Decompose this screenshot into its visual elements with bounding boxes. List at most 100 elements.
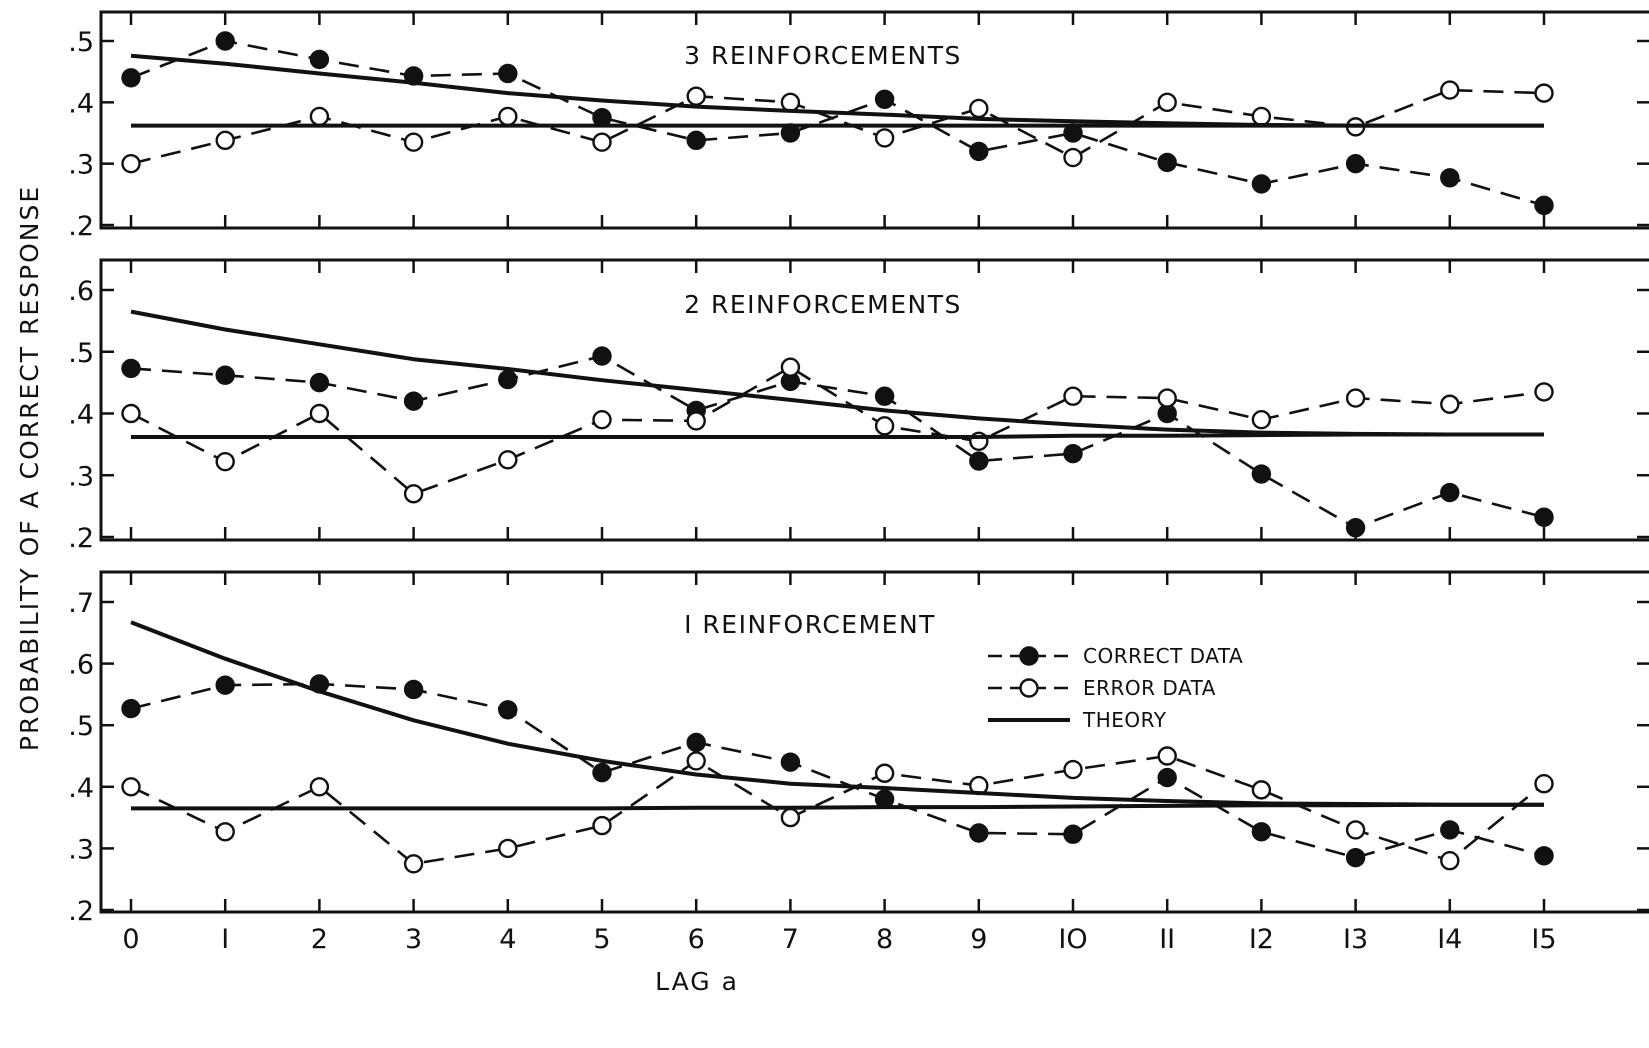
correct-data-point	[1345, 847, 1366, 868]
correct-data-point	[874, 386, 895, 406]
error-data-point	[1157, 746, 1177, 766]
correct-data-point	[1063, 443, 1083, 464]
correct-data-point	[121, 68, 141, 88]
error-data-point	[1063, 386, 1083, 406]
legend-label: THEORY	[1082, 708, 1167, 732]
correct-data-point	[592, 762, 612, 783]
x-tick-label: I4	[1437, 924, 1462, 955]
error-data-point	[403, 854, 424, 874]
error-data-point	[403, 132, 424, 152]
x-axis-title: LAG a	[655, 967, 739, 996]
error-data-point	[309, 106, 330, 127]
y-tick-label: .7	[68, 588, 94, 619]
correct-data-point	[1440, 168, 1460, 188]
error-data-point	[592, 815, 612, 836]
y-axis-title: PROBABILITY OF A CORRECT RESPONSE	[15, 185, 44, 751]
x-tick-label: 3	[405, 924, 422, 955]
error-data-point	[1251, 106, 1272, 127]
error-data-point	[121, 403, 141, 424]
error-data-line	[130, 365, 1545, 496]
y-tick-label: .4	[68, 400, 94, 431]
error-data-point	[498, 106, 518, 127]
y-tick-label: .3	[68, 150, 94, 181]
correct-data-point	[686, 732, 706, 753]
x-tick-label: 8	[876, 924, 893, 955]
error-data-point	[309, 777, 330, 797]
y-tick-label: .2	[68, 211, 94, 242]
correct-data-point	[686, 130, 706, 151]
error-data-point	[121, 777, 141, 797]
correct-data-point	[215, 365, 235, 385]
correct-data-point	[1534, 846, 1554, 866]
x-tick-label: I2	[1249, 924, 1274, 955]
correct-data-point	[874, 89, 895, 109]
correct-data-point	[1345, 518, 1366, 538]
error-data-line	[130, 754, 1545, 866]
correct-data-point	[1063, 824, 1083, 844]
x-tick-label: 2	[311, 924, 328, 955]
correct-data-point	[1440, 820, 1460, 840]
error-data-point	[1534, 774, 1554, 794]
error-data-point	[1534, 83, 1554, 103]
y-tick-label: .2	[68, 896, 94, 927]
error-data-point	[686, 411, 706, 431]
error-data-point	[780, 92, 801, 113]
error-data-point	[215, 822, 235, 842]
correct-data-point	[969, 451, 989, 471]
error-data-point	[874, 128, 895, 148]
error-data-point	[874, 763, 895, 783]
correct-data-point	[969, 823, 989, 843]
legend-label: CORRECT DATA	[1083, 644, 1243, 668]
correct-data-point	[1157, 767, 1177, 788]
correct-data-point	[1251, 464, 1272, 484]
y-tick-label: .4	[68, 773, 94, 804]
correct-data-point	[498, 63, 518, 84]
correct-data-point	[1534, 507, 1554, 527]
correct-data-point	[403, 679, 424, 700]
error-data-point	[1345, 820, 1366, 840]
x-tick-label: 6	[688, 924, 705, 955]
correct-data-point	[969, 141, 989, 162]
correct-data-line	[130, 354, 1545, 529]
correct-data-point	[1345, 153, 1366, 174]
error-data-point	[1440, 851, 1460, 871]
panel-title: 2 REINFORCEMENTS	[684, 290, 962, 319]
error-data-point	[1345, 388, 1366, 408]
error-data-point	[592, 409, 612, 430]
error-data-point	[780, 807, 801, 828]
y-tick-label: .6	[68, 650, 94, 681]
correct-data-point	[309, 49, 330, 70]
error-data-point	[309, 403, 330, 424]
error-data-point	[498, 838, 518, 859]
error-data-point	[215, 451, 235, 472]
correct-data-point	[215, 31, 235, 51]
x-tick-label: 4	[499, 924, 516, 955]
error-data-point	[1534, 382, 1554, 402]
error-data-point	[498, 450, 518, 470]
y-tick-label: .3	[68, 834, 94, 865]
error-data-point	[1063, 147, 1083, 168]
correct-data-point	[1251, 822, 1272, 842]
y-tick-label: .5	[68, 27, 94, 58]
panel-title: 3 REINFORCEMENTS	[684, 41, 962, 70]
x-tick-label: I3	[1343, 924, 1368, 955]
panel-title: I REINFORCEMENT	[684, 610, 936, 639]
correct-data-point	[403, 391, 424, 411]
error-data-point	[1157, 92, 1177, 113]
correct-data-point	[121, 358, 141, 379]
panel-frame	[99, 258, 1649, 542]
theory-line	[130, 309, 1544, 437]
correct-data-point	[1440, 482, 1460, 503]
y-tick-label: .5	[68, 338, 94, 369]
correct-data-point	[874, 789, 895, 809]
error-data-point	[215, 130, 235, 151]
correct-data-point	[309, 372, 330, 393]
x-tick-label: 5	[593, 924, 610, 955]
x-tick-label: IO	[1058, 924, 1087, 955]
x-tick-label: I5	[1531, 924, 1556, 955]
error-data-point	[403, 484, 424, 504]
y-tick-label: .6	[68, 276, 94, 307]
error-data-point	[121, 153, 141, 174]
